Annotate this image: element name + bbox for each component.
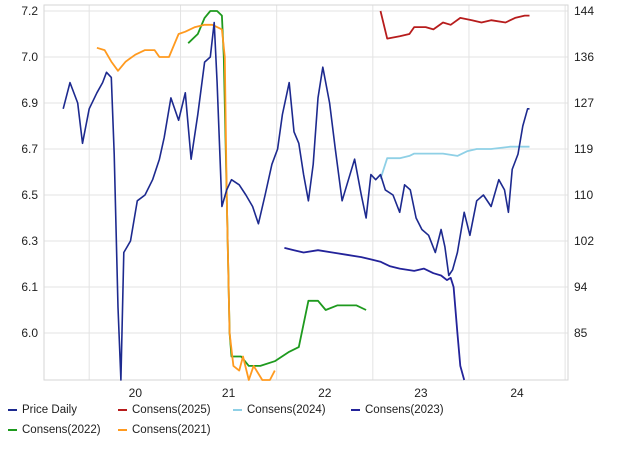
series-line-2	[379, 145, 530, 180]
right-tick-label: 136	[574, 50, 594, 64]
legend-item: Price Daily	[8, 404, 77, 416]
right-tick-label: 119	[574, 142, 593, 156]
left-tick-label: 6.1	[21, 280, 38, 294]
gridlines	[44, 5, 568, 380]
legend-label: Consens(2023)	[365, 404, 444, 416]
legend-item: Consens(2024)	[233, 404, 326, 416]
legend-swatch	[351, 408, 360, 411]
right-tick-label: 110	[574, 188, 593, 202]
legend-label: Consens(2021)	[132, 424, 211, 436]
legend-item: Consens(2025)	[118, 404, 211, 416]
legend-swatch	[118, 428, 127, 431]
x-tick-label: 20	[129, 386, 143, 400]
legend-item: Consens(2021)	[118, 424, 211, 436]
legend: Price Daily Consens(2025) Consens(2024) Con…	[6, 404, 616, 444]
right-tick-label: 127	[574, 96, 594, 110]
left-tick-label: 6.7	[21, 142, 38, 156]
x-tick-label: 21	[222, 386, 236, 400]
x-tick-label: 23	[414, 386, 428, 400]
legend-item: Consens(2023)	[351, 404, 444, 416]
right-tick-label: 85	[574, 326, 588, 340]
right-tick-label: 94	[574, 280, 588, 294]
legend-swatch	[118, 408, 127, 411]
legend-label: Price Daily	[22, 404, 77, 416]
series-line-4	[187, 10, 367, 367]
series-line-5	[96, 23, 276, 381]
left-tick-label: 6.3	[21, 234, 38, 248]
x-tick-label: 22	[318, 386, 332, 400]
left-tick-label: 6.0	[21, 326, 38, 340]
legend-item: Consens(2022)	[8, 424, 101, 436]
series-layer	[62, 10, 530, 381]
plot-border	[43, 4, 569, 381]
series-line-1	[379, 10, 530, 40]
left-tick-label: 7.2	[21, 4, 38, 18]
x-tick-label: 24	[510, 386, 524, 400]
legend-swatch	[233, 408, 242, 411]
axis-layer: 6.0 6.1 6.3 6.5 6.7 6.9 7.0 7.2 85 94 102 110 119 127…	[21, 4, 594, 400]
left-tick-label: 6.9	[21, 96, 38, 110]
legend-swatch	[8, 408, 17, 411]
legend-label: Consens(2022)	[22, 424, 101, 436]
legend-label: Consens(2024)	[247, 404, 326, 416]
left-tick-label: 7.0	[21, 50, 38, 64]
right-tick-label: 144	[574, 4, 594, 18]
legend-label: Consens(2025)	[132, 404, 211, 416]
series-line-3	[284, 247, 466, 381]
right-tick-label: 102	[574, 234, 594, 248]
legend-swatch	[8, 428, 17, 431]
series-line-0	[62, 21, 530, 381]
left-tick-label: 6.5	[21, 188, 38, 202]
